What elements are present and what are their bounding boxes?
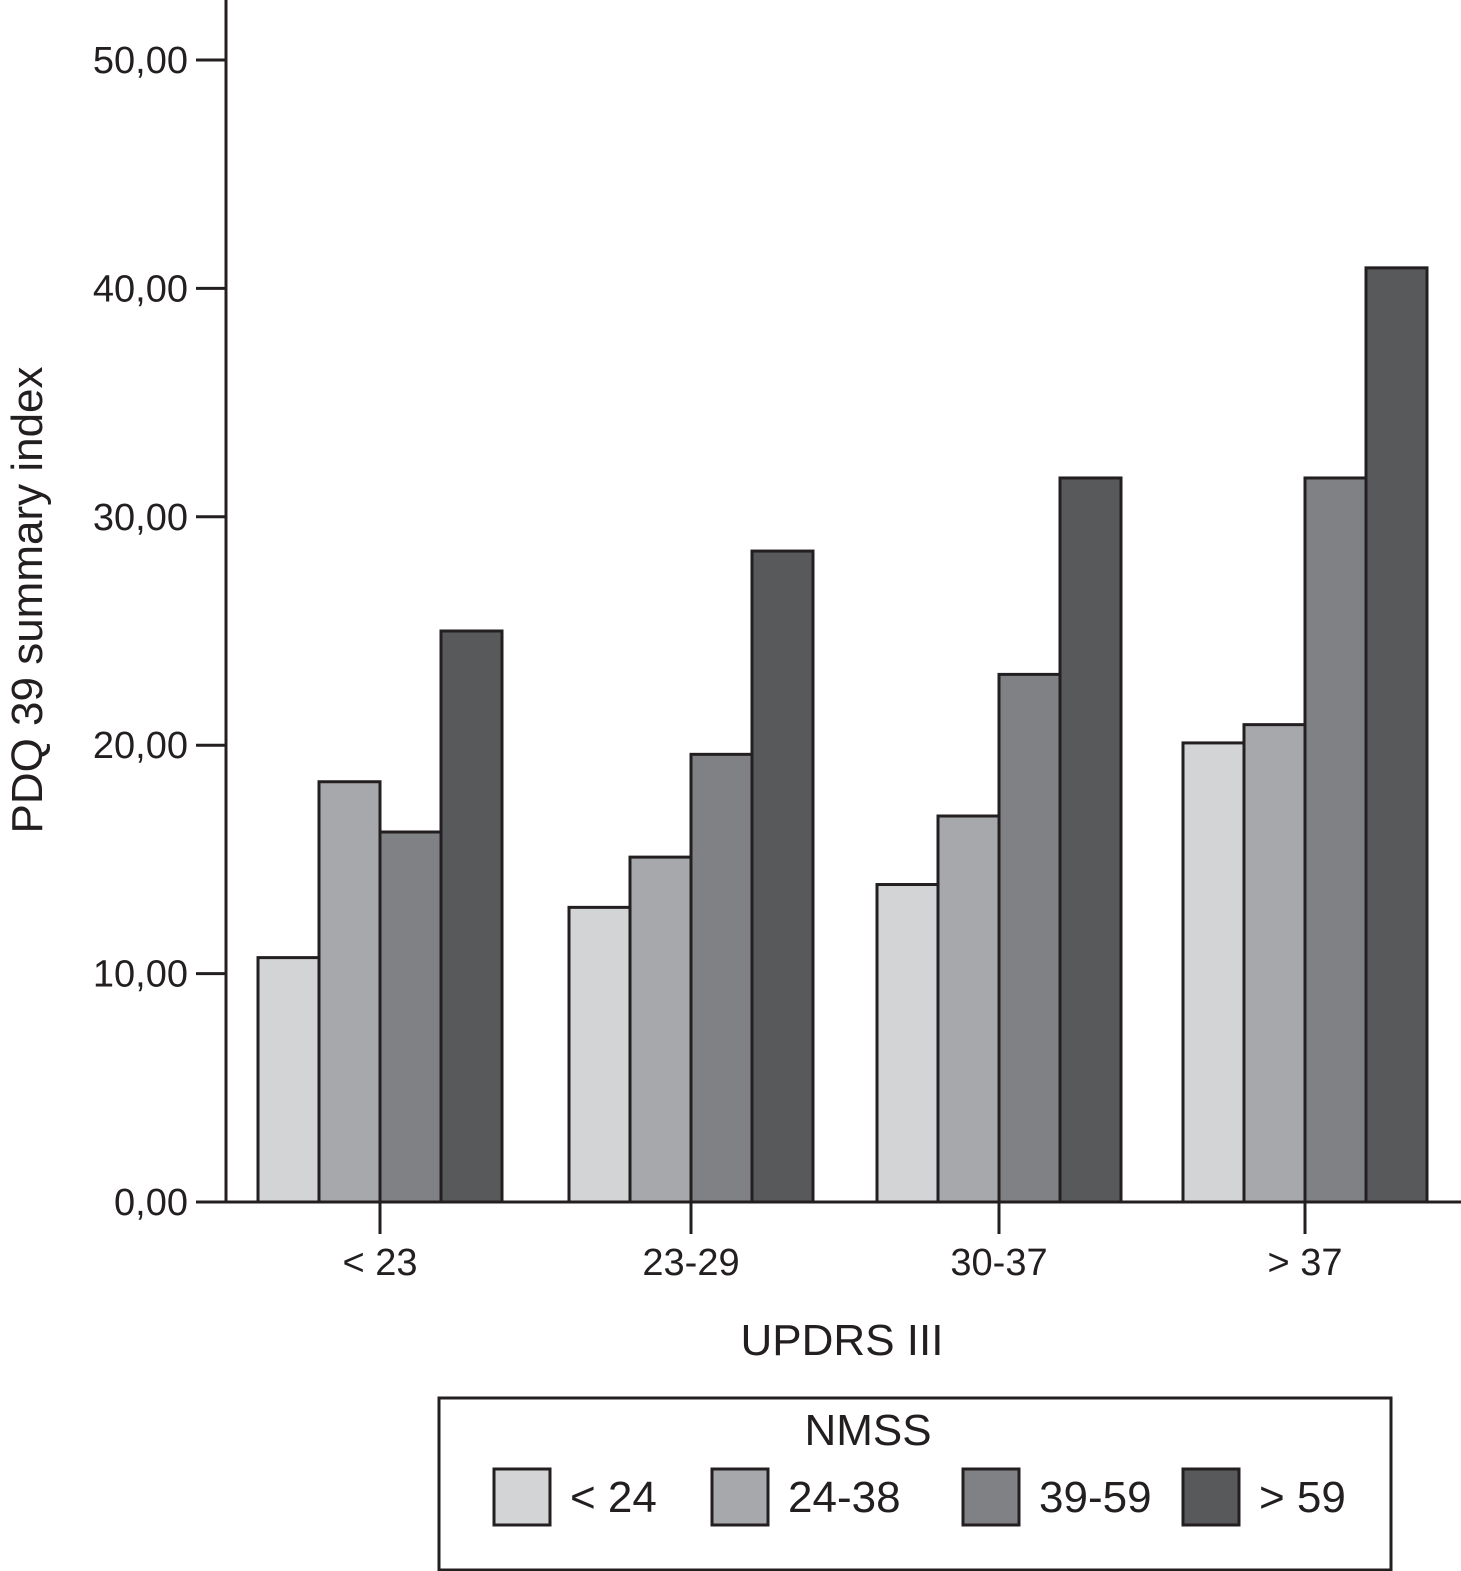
bar [997, 672, 1062, 1204]
legend-swatch [710, 1467, 770, 1527]
bar [750, 549, 815, 1204]
bar [628, 855, 693, 1204]
bar [256, 956, 321, 1204]
bar [1242, 723, 1307, 1204]
legend-title: NMSS [804, 1406, 931, 1455]
x-tick-label: < 23 [342, 1242, 417, 1284]
bar [439, 629, 504, 1204]
bar [378, 830, 443, 1204]
bar [1058, 476, 1123, 1204]
bar [689, 752, 754, 1204]
bars [256, 266, 1429, 1204]
x-tick-label: 23-29 [642, 1242, 739, 1284]
legend-label: 24-38 [788, 1473, 901, 1522]
legend-swatch [961, 1467, 1021, 1527]
y-tick-label: 40,00 [93, 268, 188, 310]
bar [1303, 476, 1368, 1204]
legend-swatch [1181, 1467, 1241, 1527]
bar [567, 905, 632, 1204]
legend-items: < 24 24-38 39-59 > 59 [492, 1467, 1346, 1527]
legend-swatch [492, 1467, 552, 1527]
bar [1181, 741, 1246, 1204]
x-tick-label: 30-37 [950, 1242, 1047, 1284]
x-tick-label: > 37 [1267, 1242, 1342, 1284]
legend-label: < 24 [570, 1473, 657, 1522]
bar [875, 883, 940, 1204]
x-axis-title: UPDRS III [741, 1316, 944, 1365]
y-tick-label: 20,00 [93, 725, 188, 767]
legend-label: 39-59 [1039, 1473, 1152, 1522]
legend-label: > 59 [1259, 1473, 1346, 1522]
y-tick-label: 10,00 [93, 954, 188, 996]
bar [936, 814, 1001, 1204]
axes [196, 0, 1461, 1204]
legend: NMSS < 24 24-38 39-59 > 59 [437, 1396, 1393, 1571]
y-tick-label: 50,00 [93, 40, 188, 82]
bar [1364, 266, 1429, 1204]
y-axis-title: PDQ 39 summary index [3, 366, 52, 833]
x-axis-ticks: < 23 23-29 30-37 > 37 [342, 1202, 1343, 1284]
y-tick-label: 0,00 [114, 1182, 188, 1224]
y-tick-label: 30,00 [93, 497, 188, 539]
y-axis-ticks: 0,00 10,00 20,00 30,00 40,00 50,00 [93, 40, 226, 1224]
bar [317, 780, 382, 1204]
